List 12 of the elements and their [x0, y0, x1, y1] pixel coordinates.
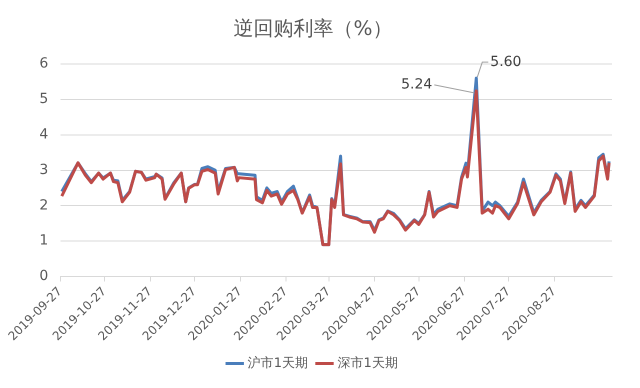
- y-tick-label: 0: [39, 268, 48, 284]
- annotation: 5.24: [401, 76, 432, 93]
- y-tick-label: 3: [39, 162, 48, 178]
- chart-title: 逆回购利率（%）: [233, 16, 393, 40]
- y-tick-label: 2: [39, 197, 48, 214]
- annotation: 5.60: [490, 54, 522, 70]
- y-tick-label: 5: [39, 91, 48, 108]
- legend-label: 沪市1天期: [248, 354, 308, 371]
- y-tick-label: 6: [39, 56, 48, 72]
- y-tick-label: 4: [39, 126, 48, 142]
- y-tick-label: 1: [39, 232, 48, 249]
- legend-label: 深市1天期: [338, 356, 398, 371]
